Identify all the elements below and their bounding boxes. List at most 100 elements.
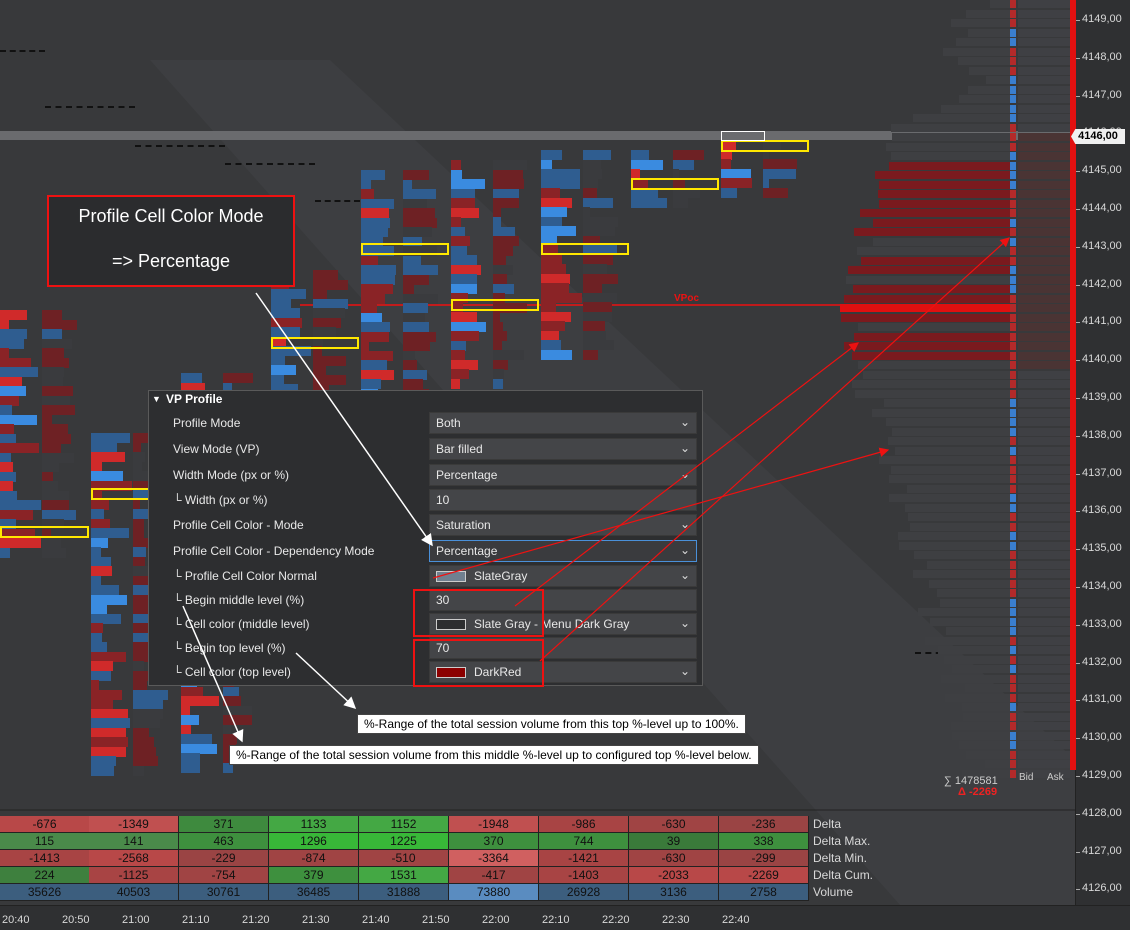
stats-row-label: Delta Cum. (813, 868, 874, 882)
footprint-cell (361, 293, 385, 304)
footprint-cell (361, 189, 374, 199)
bid-ask-cell (1010, 712, 1016, 721)
footprint-cell (361, 303, 377, 313)
callout-box: Profile Cell Color Mode => Percentage (47, 195, 295, 287)
property-dropdown[interactable]: Percentage ⌄ (429, 464, 697, 486)
footprint-cell (42, 509, 76, 520)
property-value: 10 (436, 493, 450, 507)
chevron-down-icon[interactable]: ⌄ (679, 441, 690, 455)
stats-cell: -229 (179, 850, 269, 867)
stats-cell: 1531 (359, 867, 449, 884)
footprint-cell (493, 369, 504, 379)
footprint-cell (583, 159, 601, 170)
property-dropdown[interactable]: Bar filled ⌄ (429, 438, 697, 460)
footprint-cell (133, 727, 149, 738)
property-input[interactable]: 10 (429, 489, 697, 511)
footprint-cell (133, 765, 144, 776)
profile-bar (860, 209, 1010, 217)
footprint-cell (42, 481, 58, 491)
callout-line1: Profile Cell Color Mode (78, 206, 264, 226)
stats-cell: -1349 (89, 816, 179, 833)
footprint-cell (493, 236, 519, 246)
footprint-cell (631, 150, 649, 160)
price-tick (1076, 473, 1080, 475)
stats-row: 115 141 463 1296 1225 370 744 39 338 Delta Max. (0, 833, 1075, 850)
bid-ask-cell (1010, 152, 1016, 160)
footprint-cell (361, 322, 390, 332)
footprint-cell (133, 518, 144, 529)
profile-bar (917, 608, 1010, 616)
footprint-cell (493, 198, 519, 208)
price-label: 4138,00 (1082, 428, 1122, 441)
footprint-cell (181, 753, 200, 763)
bid-ask-cell (1018, 9, 1070, 18)
footprint-cell (133, 632, 149, 643)
bid-ask-cell (1018, 589, 1070, 597)
bid-ask-cell (1010, 218, 1016, 227)
bid-ask-cell (1010, 237, 1016, 246)
bid-ask-cell (1010, 437, 1016, 445)
callout-line2: => Percentage (111, 251, 231, 271)
price-label: 4140,00 (1082, 353, 1122, 366)
footprint-cell (271, 374, 284, 385)
footprint-cell (91, 727, 126, 738)
profile-bar (888, 161, 1010, 170)
footprint-cell (583, 254, 613, 265)
profile-bar (924, 636, 1010, 645)
profile-bar (878, 456, 1010, 464)
footprint-cell (313, 365, 326, 375)
property-dropdown[interactable]: DarkRed ⌄ (429, 661, 697, 683)
footprint-cell (361, 265, 396, 275)
footprint-cell (361, 227, 388, 237)
footprint-cell (361, 379, 381, 389)
footprint-cell (403, 265, 438, 275)
note-top-level: %-Range of the total session volume from… (357, 714, 746, 734)
price-label: 4145,00 (1082, 164, 1122, 177)
price-label: 4136,00 (1082, 504, 1122, 517)
chevron-down-icon[interactable]: ⌄ (679, 664, 690, 678)
chevron-down-icon[interactable]: ⌄ (679, 415, 690, 429)
footprint-cell (361, 208, 389, 218)
footprint-cell (493, 245, 513, 256)
chevron-down-icon[interactable]: ⌄ (679, 543, 690, 557)
bid-ask-cell (1010, 541, 1016, 550)
profile-bar (844, 294, 1010, 303)
footprint-cell (91, 547, 101, 557)
chevron-down-icon[interactable]: ⌄ (679, 517, 690, 531)
footprint-cell (0, 443, 39, 453)
footprint-cell (403, 246, 437, 256)
chevron-down-icon[interactable]: ⌄ (679, 568, 690, 582)
price-tick (1076, 398, 1080, 399)
footprint-cell (313, 317, 341, 328)
footprint-cell (42, 547, 66, 558)
bid-ask-cell (1018, 199, 1070, 208)
stats-cell: -1421 (539, 850, 629, 867)
profile-bar (941, 104, 1010, 113)
property-dropdown[interactable]: Both ⌄ (429, 412, 697, 434)
panel-header[interactable]: ▼ VP Profile (149, 391, 702, 407)
footprint-cell (91, 442, 117, 453)
color-swatch (436, 571, 466, 582)
bid-ask-cell (1010, 703, 1016, 711)
footprint-cell (0, 519, 16, 529)
time-axis[interactable]: 20:40 20:50 21:00 21:10 21:20 21:30 21:40 21:50… (0, 905, 1130, 930)
footprint-cell (451, 369, 469, 379)
chevron-down-icon[interactable]: ⌄ (679, 467, 690, 481)
property-dropdown[interactable]: SlateGray ⌄ (429, 565, 697, 587)
footprint-cell (451, 226, 465, 237)
footprint-cell (133, 575, 153, 586)
footprint-cell (42, 500, 69, 510)
profile-bar (878, 180, 1010, 189)
profile-bar (898, 541, 1010, 550)
property-dropdown[interactable]: Saturation ⌄ (429, 514, 697, 536)
bid-ask-cell (1010, 389, 1016, 398)
price-tick (1076, 20, 1080, 21)
footprint-cell (673, 178, 685, 189)
collapse-icon[interactable]: ▼ (152, 394, 161, 404)
footprint-cell (0, 357, 31, 368)
middle-level-highlight (413, 589, 544, 637)
chevron-down-icon[interactable]: ⌄ (679, 616, 690, 630)
footprint-cell (133, 708, 163, 719)
property-dropdown[interactable]: Percentage ⌄ (429, 540, 697, 562)
bid-ask-cell (1010, 266, 1016, 274)
